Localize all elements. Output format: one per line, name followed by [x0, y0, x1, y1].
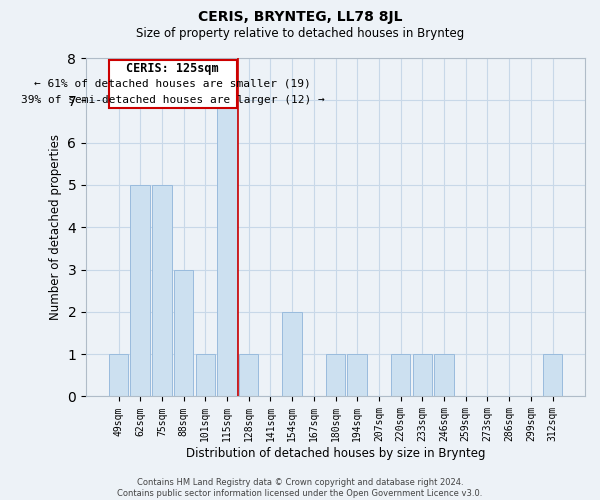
- Text: ← 61% of detached houses are smaller (19): ← 61% of detached houses are smaller (19…: [34, 78, 311, 88]
- X-axis label: Distribution of detached houses by size in Brynteg: Distribution of detached houses by size …: [186, 447, 485, 460]
- Text: Contains HM Land Registry data © Crown copyright and database right 2024.
Contai: Contains HM Land Registry data © Crown c…: [118, 478, 482, 498]
- Text: CERIS, BRYNTEG, LL78 8JL: CERIS, BRYNTEG, LL78 8JL: [198, 10, 402, 24]
- Bar: [434, 354, 454, 397]
- Bar: [413, 354, 432, 397]
- Bar: [196, 354, 215, 397]
- Bar: [283, 312, 302, 396]
- FancyBboxPatch shape: [109, 60, 237, 108]
- Bar: [239, 354, 259, 397]
- Text: 39% of semi-detached houses are larger (12) →: 39% of semi-detached houses are larger (…: [21, 95, 325, 105]
- Bar: [174, 270, 193, 396]
- Bar: [152, 185, 172, 396]
- Bar: [326, 354, 346, 397]
- Y-axis label: Number of detached properties: Number of detached properties: [49, 134, 62, 320]
- Text: Size of property relative to detached houses in Brynteg: Size of property relative to detached ho…: [136, 28, 464, 40]
- Bar: [347, 354, 367, 397]
- Bar: [543, 354, 562, 397]
- Bar: [130, 185, 150, 396]
- Text: CERIS: 125sqm: CERIS: 125sqm: [127, 62, 219, 75]
- Bar: [109, 354, 128, 397]
- Bar: [217, 100, 237, 397]
- Bar: [391, 354, 410, 397]
